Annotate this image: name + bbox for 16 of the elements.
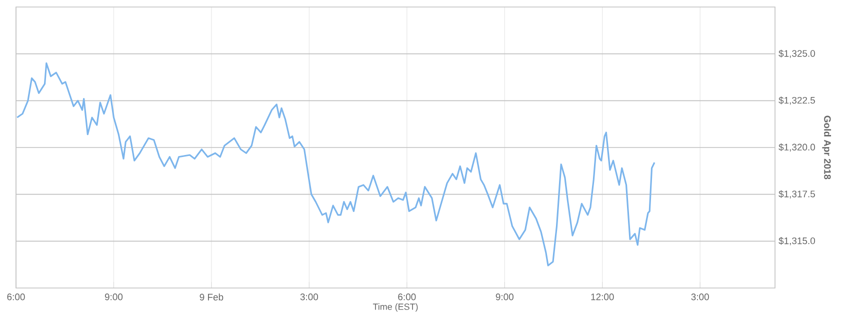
x-tick-label: 9 Feb — [200, 294, 224, 300]
x-tick-label: 3:00 — [300, 294, 318, 300]
y-tick-label: $1,325.0 — [778, 50, 815, 58]
y-tick-label: $1,315.0 — [778, 237, 815, 246]
x-tick-label: 9:00 — [496, 294, 514, 300]
y-tick-label: $1,317.5 — [778, 190, 815, 198]
y-tick-label: $1,320.0 — [778, 143, 815, 152]
x-tick-label: 12:00 — [591, 294, 614, 300]
x-tick-label: 6:00 — [7, 294, 25, 300]
x-tick-label: 9:00 — [104, 294, 123, 300]
y-axis-title: Gold Apr 2018 — [822, 116, 832, 180]
x-axis-title: Time (EST) — [372, 303, 418, 312]
x-tick-label: 3:00 — [691, 294, 709, 300]
y-tick-label: $1,322.5 — [778, 96, 815, 105]
line-series — [16, 62, 656, 266]
x-tick-label: 6:00 — [398, 294, 416, 300]
